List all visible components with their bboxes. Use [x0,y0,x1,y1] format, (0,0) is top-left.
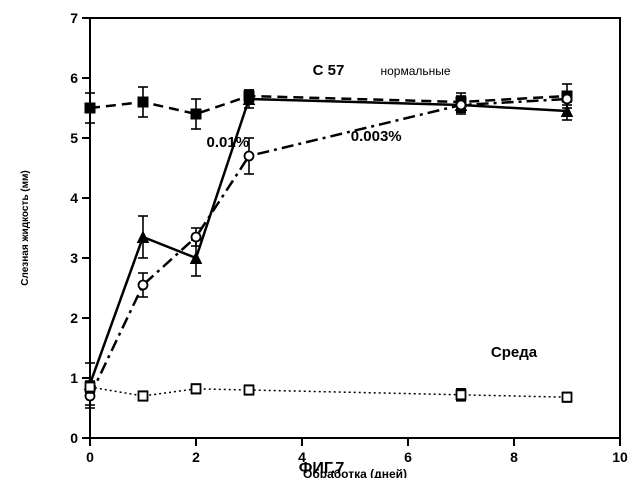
y-tick-label: 3 [70,250,78,266]
figure-caption: ФИГ.7 [0,460,643,478]
series-line-pct_001 [90,99,567,384]
marker-square-open [86,383,95,392]
marker-square-open [563,393,572,402]
y-tick-label: 6 [70,70,78,86]
series-label-vehicle: Среда [491,344,538,361]
marker-triangle-filled [191,253,202,264]
series-label-pct_001: 0.01% [207,134,250,151]
chart-wrapper: 012345670246810Обработка (дней)Слезная ж… [0,0,643,500]
marker-circle-open [192,233,201,242]
marker-square-open [245,386,254,395]
y-tick-label: 7 [70,10,78,26]
y-tick-label: 1 [70,370,78,386]
marker-circle-open [139,281,148,290]
series-line-vehicle [90,387,567,397]
series-label-pct_0003: 0.003% [351,128,402,145]
chart-svg: 012345670246810Обработка (дней)Слезная ж… [0,0,643,478]
marker-circle-open [563,95,572,104]
series-label-suffix-c57_normal: нормальные [381,64,451,78]
marker-square-filled [85,103,95,113]
marker-square-open [457,390,466,399]
marker-square-open [139,392,148,401]
marker-circle-open [457,101,466,110]
marker-square-filled [191,109,201,119]
marker-triangle-filled [138,232,149,243]
y-tick-label: 5 [70,130,78,146]
y-axis-label: Слезная жидкость (мм) [20,170,31,285]
y-tick-label: 4 [70,190,78,206]
marker-circle-open [245,152,254,161]
marker-square-filled [138,97,148,107]
y-tick-label: 2 [70,310,78,326]
plot-border [90,18,620,438]
series-line-c57_normal [90,96,567,114]
marker-square-open [192,384,201,393]
y-tick-label: 0 [70,430,78,446]
series-label-c57_normal: C 57 [313,62,345,79]
